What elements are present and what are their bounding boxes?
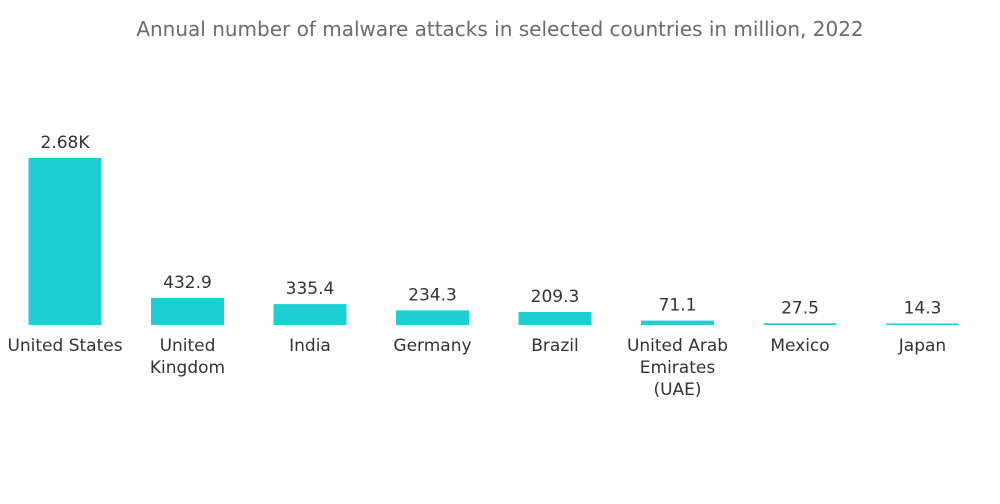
value-label-3: 234.3	[408, 285, 457, 305]
category-label-5-line-1: Emirates	[640, 358, 716, 378]
category-label-6: Mexico	[770, 336, 829, 356]
chart-title: Annual number of malware attacks in sele…	[136, 17, 864, 41]
bar-4	[518, 312, 592, 325]
value-label-6: 27.5	[781, 298, 819, 318]
value-label-7: 14.3	[904, 299, 942, 319]
bar-6	[763, 323, 837, 325]
value-label-5: 71.1	[659, 296, 697, 316]
category-label-7: Japan	[898, 336, 946, 356]
bar-5	[641, 320, 714, 325]
bar-1	[151, 298, 224, 325]
category-label-1-line-0: United	[160, 336, 216, 356]
bar-7	[886, 323, 959, 325]
bar-3	[396, 310, 469, 325]
category-label-1-line-1: Kingdom	[150, 358, 225, 378]
category-label-5-line-2: (UAE)	[653, 380, 701, 400]
category-label-2: India	[289, 336, 331, 356]
value-label-0: 2.68K	[41, 133, 91, 153]
bar-0	[28, 158, 102, 325]
value-label-1: 432.9	[163, 273, 212, 293]
bar-2	[273, 304, 347, 325]
category-label-5-line-0: United Arab	[627, 336, 728, 356]
value-label-4: 209.3	[531, 287, 580, 307]
category-label-4: Brazil	[531, 336, 578, 356]
value-label-2: 335.4	[286, 279, 335, 299]
category-label-3: Germany	[393, 336, 471, 356]
category-label-0: United States	[7, 336, 122, 356]
